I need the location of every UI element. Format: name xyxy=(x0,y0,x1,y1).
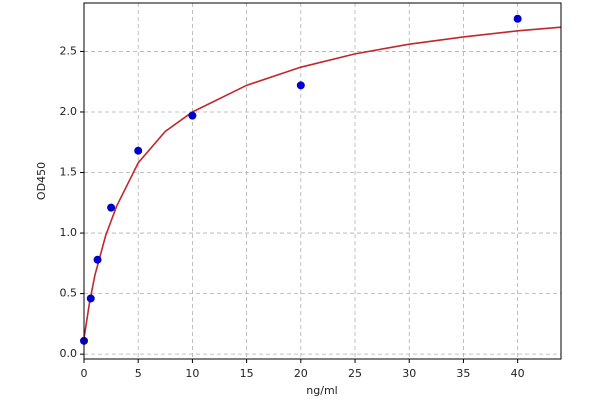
x-tick-label: 15 xyxy=(240,367,254,380)
x-tick-label: 5 xyxy=(135,367,142,380)
x-axis-label: ng/ml xyxy=(306,384,337,397)
data-point xyxy=(296,81,305,90)
y-tick-label: 2.5 xyxy=(60,44,78,57)
x-tick-label: 35 xyxy=(456,367,470,380)
x-tick-label: 0 xyxy=(81,367,88,380)
y-tick-label: 1.5 xyxy=(60,166,78,179)
data-point xyxy=(86,294,95,303)
data-point xyxy=(107,203,116,212)
x-tick-label: 40 xyxy=(511,367,525,380)
x-tick-label: 25 xyxy=(348,367,362,380)
y-tick-label: 2.0 xyxy=(60,105,78,118)
data-point xyxy=(513,14,522,23)
data-point xyxy=(134,146,143,155)
x-tick-label: 30 xyxy=(402,367,416,380)
y-axis-label: OD450 xyxy=(35,162,48,200)
data-point xyxy=(93,255,102,264)
data-point xyxy=(188,111,197,120)
y-tick-label: 0.5 xyxy=(60,287,78,300)
y-tick-label: 1.0 xyxy=(60,226,78,239)
plot-frame xyxy=(83,2,562,360)
x-tick-label: 10 xyxy=(185,367,199,380)
y-tick-label: 0.0 xyxy=(60,347,78,360)
x-tick-label: 20 xyxy=(294,367,308,380)
